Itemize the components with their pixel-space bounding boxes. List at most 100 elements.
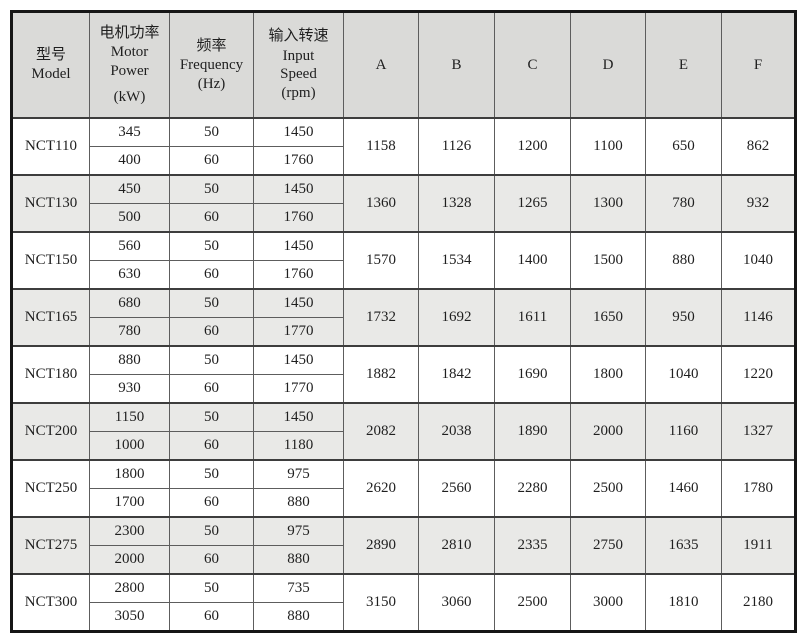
frequency-header-zh: 频率 (196, 37, 227, 54)
col-header-e: E (645, 11, 722, 119)
col-header-a: A (343, 11, 419, 119)
dim-a-cell: 2620 (343, 459, 419, 518)
model-row-50hz: NCT180 880 50 1450 1882 1842 1690 1800 1… (11, 345, 796, 404)
frequency-cell: 60 (169, 488, 254, 518)
dim-d-cell: 3000 (570, 573, 646, 632)
dim-e-cell: 880 (645, 231, 722, 290)
dim-c-cell: 2335 (494, 516, 571, 575)
model-name-cell: NCT200 (11, 402, 90, 461)
frequency-cell: 50 (169, 288, 254, 318)
motor-power-cell: 2000 (89, 545, 170, 575)
model-name-cell: NCT300 (11, 573, 90, 632)
model-row-50hz: NCT110 345 50 1450 1158 1126 1200 1100 6… (11, 117, 796, 176)
dim-f-cell: 932 (721, 174, 796, 233)
input-speed-cell: 1760 (253, 260, 344, 290)
dim-b-cell: 2810 (418, 516, 495, 575)
frequency-cell: 50 (169, 345, 254, 375)
input-speed-cell: 1450 (253, 231, 344, 261)
model-row-60hz: 400 60 1760 (12, 146, 796, 176)
motor-power-cell: 2300 (89, 516, 170, 546)
dim-d-cell: 2750 (570, 516, 646, 575)
input-speed-cell: 1770 (253, 317, 344, 347)
frequency-cell: 50 (169, 459, 254, 489)
motor-power-cell: 450 (89, 174, 170, 204)
dim-e-cell: 950 (645, 288, 722, 347)
dim-b-cell: 1842 (418, 345, 495, 404)
model-row-60hz: 930 60 1770 (12, 374, 796, 404)
input-speed-cell: 880 (253, 602, 344, 632)
frequency-cell: 60 (169, 602, 254, 632)
dim-f-cell: 2180 (721, 573, 796, 632)
dim-e-cell: 1810 (645, 573, 722, 632)
frequency-cell: 60 (169, 431, 254, 461)
input-speed-cell: 880 (253, 488, 344, 518)
model-name-cell: NCT165 (11, 288, 90, 347)
dim-d-cell: 2500 (570, 459, 646, 518)
dim-a-cell: 1882 (343, 345, 419, 404)
model-row-60hz: 500 60 1760 (12, 203, 796, 233)
dim-e-cell: 1635 (645, 516, 722, 575)
dim-c-cell: 1690 (494, 345, 571, 404)
input-speed-cell: 1450 (253, 288, 344, 318)
model-row-50hz: NCT165 680 50 1450 1732 1692 1611 1650 9… (11, 288, 796, 347)
model-name-cell: NCT180 (11, 345, 90, 404)
dim-b-cell: 2560 (418, 459, 495, 518)
input-speed-cell: 1450 (253, 117, 344, 147)
model-row-50hz: NCT200 1150 50 1450 2082 2038 1890 2000 … (11, 402, 796, 461)
motor-power-cell: 345 (89, 117, 170, 147)
input-speed-cell: 1450 (253, 174, 344, 204)
dim-c-cell: 2280 (494, 459, 571, 518)
col-header-model: 型号 Model (11, 11, 90, 119)
dim-c-cell: 1611 (494, 288, 571, 347)
dim-d-cell: 1100 (570, 117, 646, 176)
dim-c-cell: 1200 (494, 117, 571, 176)
col-header-c: C (494, 11, 571, 119)
input-speed-cell: 1180 (253, 431, 344, 461)
model-row-60hz: 1700 60 880 (12, 488, 796, 518)
motor-power-cell: 1150 (89, 402, 170, 432)
dim-b-cell: 1534 (418, 231, 495, 290)
motor-power-cell: 560 (89, 231, 170, 261)
spec-table: 型号 Model 电机功率 Motor Power (kW) 频率 Freque… (10, 10, 797, 633)
dim-c-cell: 1890 (494, 402, 571, 461)
motor-power-cell: 1000 (89, 431, 170, 461)
dim-b-cell: 1328 (418, 174, 495, 233)
model-row-50hz: NCT130 450 50 1450 1360 1328 1265 1300 7… (11, 174, 796, 233)
col-header-speed: 输入转速 Input Speed (rpm) (253, 11, 344, 119)
model-row-60hz: 2000 60 880 (12, 545, 796, 575)
input-speed-cell: 1760 (253, 146, 344, 176)
model-row-60hz: 630 60 1760 (12, 260, 796, 290)
frequency-cell: 60 (169, 545, 254, 575)
motor-power-cell: 500 (89, 203, 170, 233)
dim-a-cell: 1360 (343, 174, 419, 233)
dim-d-cell: 1500 (570, 231, 646, 290)
col-header-b: B (418, 11, 495, 119)
frequency-cell: 60 (169, 203, 254, 233)
dim-d-cell: 1650 (570, 288, 646, 347)
input-speed-cell: 1450 (253, 345, 344, 375)
frequency-header-en: Frequency (179, 57, 244, 73)
motor-power-cell: 880 (89, 345, 170, 375)
motor-power-cell: 400 (89, 146, 170, 176)
model-row-50hz: NCT275 2300 50 975 2890 2810 2335 2750 1… (11, 516, 796, 575)
header-row: 型号 Model 电机功率 Motor Power (kW) 频率 Freque… (11, 11, 796, 119)
frequency-cell: 50 (169, 516, 254, 546)
frequency-cell: 50 (169, 231, 254, 261)
col-header-f: F (721, 11, 796, 119)
input-speed-cell: 1450 (253, 402, 344, 432)
dim-b-cell: 1126 (418, 117, 495, 176)
motor-power-cell: 1800 (89, 459, 170, 489)
model-row-50hz: NCT150 560 50 1450 1570 1534 1400 1500 8… (11, 231, 796, 290)
table-header: 型号 Model 电机功率 Motor Power (kW) 频率 Freque… (11, 11, 796, 119)
dim-a-cell: 2082 (343, 402, 419, 461)
dim-a-cell: 1570 (343, 231, 419, 290)
dim-f-cell: 1146 (721, 288, 796, 347)
dim-d-cell: 1800 (570, 345, 646, 404)
col-header-frequency: 频率 Frequency (Hz) (169, 11, 254, 119)
dim-e-cell: 780 (645, 174, 722, 233)
frequency-cell: 60 (169, 317, 254, 347)
frequency-cell: 60 (169, 146, 254, 176)
model-row-60hz: 780 60 1770 (12, 317, 796, 347)
dim-e-cell: 1040 (645, 345, 722, 404)
